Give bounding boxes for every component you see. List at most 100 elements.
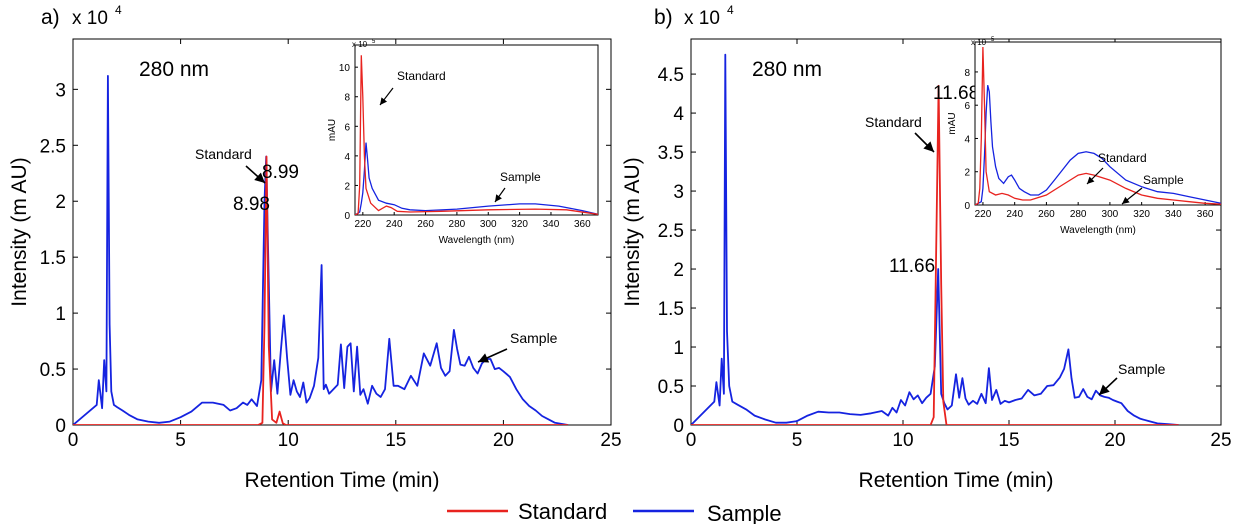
- arrow-sample: [477, 348, 508, 363]
- x-tick-label: 10: [278, 430, 299, 451]
- x-axis-label: Retention Time (min): [245, 469, 440, 492]
- inset-x-tick-label: 340: [1165, 209, 1182, 220]
- arrow-standard-head: [923, 141, 934, 152]
- y-tick-label: 4: [673, 104, 684, 125]
- inset-x-tick-label: 320: [1133, 209, 1150, 220]
- wavelength-annotation: 280 nm: [752, 58, 822, 81]
- inset-y-tick-label: 2: [964, 168, 970, 179]
- inset-series-line-standard: [355, 55, 598, 215]
- inset-arrow-label-standard: Standard: [1098, 151, 1147, 165]
- inset-series-line-standard: [975, 46, 1221, 205]
- x-tick-label: 25: [600, 430, 621, 451]
- x-tick-label: 0: [68, 430, 79, 451]
- peak-label-standard: 8.99: [262, 162, 299, 183]
- legend-label-sample: Sample: [707, 501, 782, 524]
- x-tick-label: 5: [792, 430, 803, 451]
- inset-y-axis-label: mAU: [327, 119, 338, 141]
- inset-x-axis-label: Wavelength (nm): [1060, 225, 1136, 236]
- y-tick-label: 2.5: [40, 136, 66, 157]
- inset-y-tick-label: 8: [964, 68, 970, 79]
- x-axis-label: Retention Time (min): [859, 469, 1054, 492]
- panel-label: b): [654, 6, 673, 29]
- inset-y-axis-label: mAU: [947, 112, 958, 134]
- x-tick-label: 5: [175, 430, 186, 451]
- inset-frame: [354, 44, 599, 216]
- arrow-standard-head: [254, 172, 265, 183]
- inset-exponent-power: 5: [991, 37, 995, 43]
- inset-exponent-label: x 10: [352, 40, 368, 49]
- inset-y-tick-label: 8: [344, 93, 350, 104]
- y-tick-label: 1: [673, 338, 684, 359]
- y-tick-label: 1: [55, 304, 66, 325]
- series-line-sample: [73, 75, 569, 425]
- arrow-standard: [245, 165, 266, 184]
- arrow-label-standard: Standard: [195, 146, 252, 162]
- arrow-label-standard: Standard: [865, 114, 922, 130]
- legend-label-standard: Standard: [518, 499, 607, 524]
- inset-x-tick-label: 280: [1070, 209, 1087, 220]
- y-tick-label: 2: [673, 260, 684, 281]
- series-line-standard: [73, 155, 568, 425]
- exponent-power: 4: [115, 3, 122, 17]
- inset-x-tick-label: 300: [480, 219, 497, 230]
- inset-y-tick-label: 10: [339, 63, 351, 74]
- y-tick-label: 1.5: [40, 248, 66, 269]
- inset-y-tick-label: 6: [964, 101, 970, 112]
- arrow-label-sample: Sample: [510, 330, 558, 346]
- x-tick-label: 0: [686, 430, 697, 451]
- inset-x-tick-label: 260: [417, 219, 434, 230]
- y-axis-label: Intensity (m AU): [8, 157, 31, 306]
- y-tick-label: 2.5: [658, 221, 684, 242]
- inset-y-tick-label: 4: [964, 134, 970, 145]
- y-tick-label: 0: [673, 416, 684, 437]
- inset-chart: 220 240 260 280 300 320 340 360 0 2 4 6 8 Wavelength …: [947, 37, 1222, 236]
- peak-label-sample: 8.98: [233, 194, 270, 215]
- inset-y-tick-label: 2: [344, 181, 350, 192]
- legend: Standard Sample: [447, 499, 782, 524]
- inset-x-tick-label: 220: [975, 209, 992, 220]
- inset-exponent-power: 5: [372, 39, 376, 45]
- peak-label-sample: 11.66: [889, 256, 935, 277]
- y-tick-label: 0.5: [658, 377, 684, 398]
- inset-chart: 220 240 260 280 300 320 340 360 0 2 4 6 8 10 Wavelengt…: [327, 39, 599, 246]
- arrow-sample-head: [478, 353, 490, 363]
- inset-arrow-standard-head: [380, 97, 388, 105]
- y-tick-label: 3.5: [658, 143, 684, 164]
- wavelength-annotation: 280 nm: [139, 58, 209, 81]
- inset-y-tick-label: 4: [344, 152, 350, 163]
- inset-x-tick-label: 360: [574, 219, 591, 230]
- inset-arrow-label-sample: Sample: [500, 170, 541, 184]
- inset-arrow-label-standard: Standard: [397, 69, 446, 83]
- y-tick-label: 0.5: [40, 360, 66, 381]
- arrow-standard: [914, 132, 935, 153]
- exponent-power: 4: [727, 3, 734, 17]
- series-line-standard: [691, 84, 1179, 425]
- y-tick-label: 3: [55, 80, 66, 101]
- inset-x-tick-label: 280: [449, 219, 466, 230]
- inset-x-tick-label: 260: [1038, 209, 1055, 220]
- inset-arrow-standard: [1086, 167, 1104, 185]
- x-tick-label: 20: [493, 430, 514, 451]
- inset-y-tick-label: 0: [964, 201, 970, 212]
- inset-arrow-label-sample: Sample: [1143, 173, 1184, 187]
- inset-arrow-sample: [494, 187, 506, 203]
- y-tick-label: 0: [55, 416, 66, 437]
- exponent-label: x 10: [72, 8, 108, 29]
- inset-x-axis-label: Wavelength (nm): [439, 235, 515, 246]
- arrow-sample: [1098, 377, 1118, 396]
- arrow-label-sample: Sample: [1118, 361, 1166, 377]
- inset-x-tick-label: 340: [543, 219, 560, 230]
- inset-y-tick-label: 0: [344, 211, 350, 222]
- inset-x-tick-label: 360: [1197, 209, 1214, 220]
- peak-label-standard: 11.68: [933, 83, 979, 104]
- inset-frame: [974, 41, 1222, 206]
- inset-x-tick-label: 320: [511, 219, 528, 230]
- inset-arrow-sample-head: [1122, 196, 1130, 204]
- x-tick-label: 25: [1210, 430, 1231, 451]
- inset-arrow-sample-head: [495, 194, 502, 202]
- inset-arrow-standard-head: [1087, 176, 1095, 184]
- inset-arrow-sample: [1121, 187, 1143, 205]
- inset-series-line-sample: [975, 85, 1221, 205]
- arrow-sample-head: [1099, 384, 1110, 395]
